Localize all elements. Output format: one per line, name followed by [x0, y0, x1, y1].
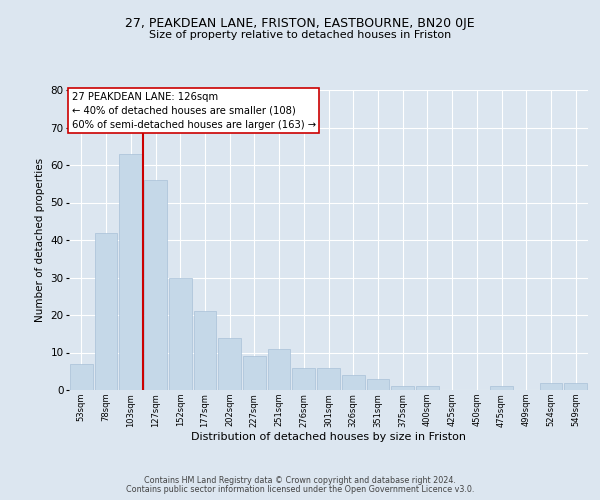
Bar	[391, 386, 414, 390]
Y-axis label: Number of detached properties: Number of detached properties	[35, 158, 45, 322]
Bar	[268, 349, 290, 390]
Bar	[342, 375, 365, 390]
Text: Contains public sector information licensed under the Open Government Licence v3: Contains public sector information licen…	[126, 485, 474, 494]
Bar	[317, 368, 340, 390]
Text: 27, PEAKDEAN LANE, FRISTON, EASTBOURNE, BN20 0JE: 27, PEAKDEAN LANE, FRISTON, EASTBOURNE, …	[125, 18, 475, 30]
Bar	[70, 364, 93, 390]
Bar	[144, 180, 167, 390]
Bar	[416, 386, 439, 390]
Bar	[292, 368, 315, 390]
Bar	[367, 379, 389, 390]
Bar	[169, 278, 191, 390]
Bar	[539, 382, 562, 390]
Bar	[95, 232, 118, 390]
Bar	[564, 382, 587, 390]
Text: Size of property relative to detached houses in Friston: Size of property relative to detached ho…	[149, 30, 451, 40]
Bar	[119, 154, 142, 390]
Bar	[218, 338, 241, 390]
Bar	[490, 386, 513, 390]
Text: 27 PEAKDEAN LANE: 126sqm
← 40% of detached houses are smaller (108)
60% of semi-: 27 PEAKDEAN LANE: 126sqm ← 40% of detach…	[71, 92, 316, 130]
Bar	[243, 356, 266, 390]
X-axis label: Distribution of detached houses by size in Friston: Distribution of detached houses by size …	[191, 432, 466, 442]
Text: Contains HM Land Registry data © Crown copyright and database right 2024.: Contains HM Land Registry data © Crown c…	[144, 476, 456, 485]
Bar	[194, 311, 216, 390]
